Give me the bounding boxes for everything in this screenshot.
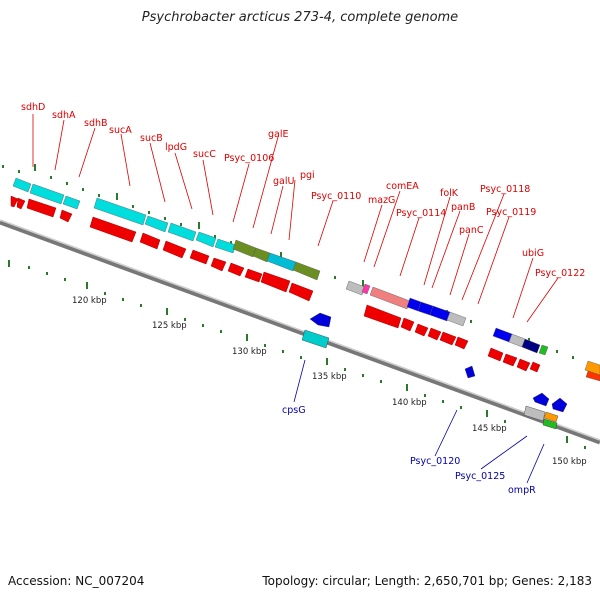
gene-label-Psyc_0106: Psyc_0106 [224, 153, 274, 164]
gene-label-Psyc_0114: Psyc_0114 [396, 208, 446, 219]
gene-label-sucA: sucA [109, 125, 132, 136]
accession-text: Accession: NC_007204 [8, 574, 145, 588]
gene-label-mazG: mazG [368, 195, 395, 206]
forward-leader-lines [32, 114, 559, 323]
gene-label-Psyc_0118: Psyc_0118 [480, 184, 530, 195]
gene-label-sucC: sucC [193, 149, 216, 160]
genome-summary-text: Topology: circular; Length: 2,650,701 bp… [262, 574, 592, 588]
gene-label-comEA: comEA [386, 181, 419, 192]
forward-cds-track [10, 195, 541, 373]
map-title: Psychrobacter arcticus 273-4, complete g… [141, 10, 459, 25]
gene-label-Psyc_0120: Psyc_0120 [410, 456, 460, 467]
gene-label-panB: panB [451, 202, 475, 213]
scale-label-145kbp: 145 kbp [472, 424, 507, 434]
gene-label-folK: folK [440, 188, 459, 199]
scale-label-125kbp: 125 kbp [152, 321, 187, 331]
gene-label-sucB: sucB [140, 133, 163, 144]
gene-label-sdhD: sdhD [21, 102, 45, 113]
inner-dotted-track [8, 260, 586, 449]
scale-label-120kbp: 120 kbp [72, 296, 107, 306]
gene-label-galE: galE [268, 129, 289, 140]
forward-gene-track [12, 177, 600, 382]
gene-label-Psyc_0119: Psyc_0119 [486, 207, 536, 218]
gene-label-ubiG: ubiG [522, 248, 544, 259]
gene-label-galU: galU [273, 176, 294, 187]
gene-label-panC: panC [459, 225, 484, 236]
gene-label-sdhA: sdhA [52, 110, 76, 121]
gene-label-Psyc_0122: Psyc_0122 [535, 268, 585, 279]
gene-label-pgi: pgi [300, 170, 315, 181]
gene-label-Psyc_0110: Psyc_0110 [311, 191, 361, 202]
genome-backbone [0, 219, 600, 445]
reverse-gene-track [301, 312, 568, 430]
gene-label-cpsG: cpsG [282, 405, 306, 416]
gene-label-ompR: ompR [508, 485, 536, 496]
gene-label-sdhB: sdhB [84, 118, 108, 129]
scale-label-140kbp: 140 kbp [392, 398, 427, 408]
reverse-leader-lines [293, 359, 545, 484]
scale-label-150kbp: 150 kbp [552, 457, 587, 467]
gene-label-lpdG: lpdG [165, 142, 187, 153]
gene-label-Psyc_0125: Psyc_0125 [455, 471, 505, 482]
scale-label-130kbp: 130 kbp [232, 347, 267, 357]
scale-label-135kbp: 135 kbp [312, 372, 347, 382]
